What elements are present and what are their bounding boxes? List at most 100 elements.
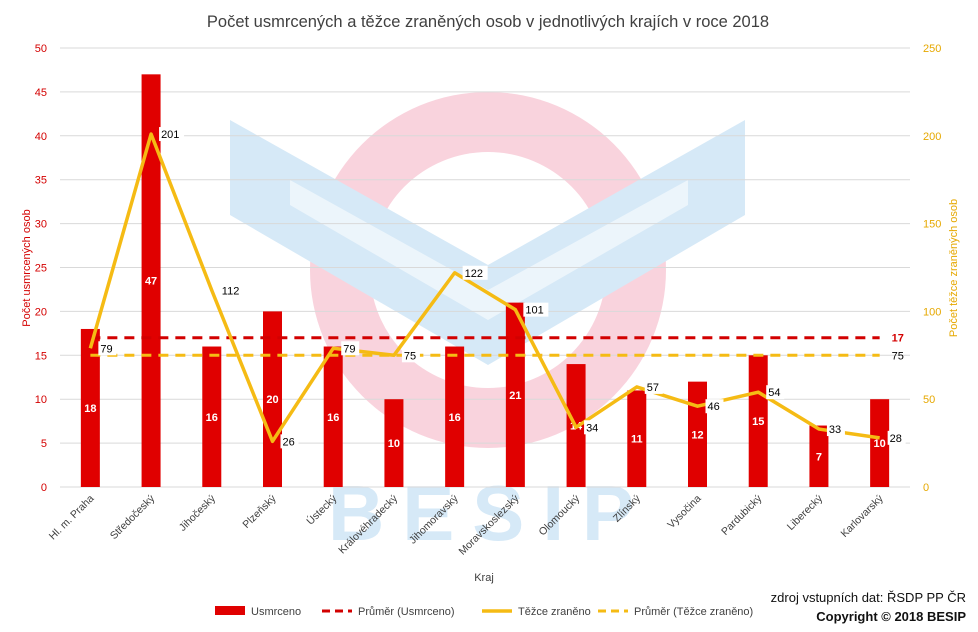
right-tick-label: 200 — [923, 131, 941, 143]
x-tick-label: Plzeňský — [240, 492, 279, 531]
copyright-note: Copyright © 2018 BESIP — [816, 609, 966, 624]
line-value-label: 34 — [586, 422, 598, 434]
line-label-bg — [98, 341, 117, 356]
right-tick-label: 50 — [923, 394, 935, 406]
line-value-label: 26 — [283, 436, 295, 448]
injured-line — [88, 132, 880, 444]
legend-label: Usmrceno — [251, 606, 301, 618]
line-label-bg — [523, 302, 549, 317]
line-label-bg — [826, 422, 845, 437]
right-tick-label: 150 — [923, 219, 941, 231]
right-tick-label: 0 — [923, 482, 929, 494]
left-tick-label: 10 — [35, 394, 47, 406]
bar-value-label: 16 — [449, 412, 461, 424]
line-label-bg — [766, 385, 785, 400]
line-label-bg — [159, 127, 185, 142]
left-tick-label: 25 — [35, 263, 47, 275]
line-label-bg — [705, 399, 724, 414]
bar — [202, 346, 222, 487]
line-label-bg — [401, 348, 420, 363]
line-value-label: 46 — [708, 401, 720, 413]
bar-value-label: 21 — [509, 390, 521, 402]
x-tick-label: Liberecký — [785, 492, 826, 533]
line-value-label: 28 — [890, 433, 902, 445]
legend-label: Průměr (Usmrceno) — [358, 606, 455, 618]
bar-value-label: 16 — [327, 412, 339, 424]
bar-value-label: 16 — [206, 412, 218, 424]
bar — [323, 346, 343, 487]
right-axis-label: Počet těžce zraněných osob — [948, 199, 960, 337]
legend-swatch — [215, 606, 245, 615]
left-tick-label: 50 — [35, 43, 47, 55]
bar-value-label: 7 — [816, 451, 822, 463]
bar — [688, 381, 707, 487]
average-deaths-label: 17 — [892, 333, 904, 345]
line-series — [88, 132, 880, 444]
bar-value-label: 18 — [84, 403, 96, 415]
left-tick-label: 0 — [41, 482, 47, 494]
bar-value-label: 47 — [145, 276, 157, 288]
bar — [384, 399, 404, 487]
left-axis-label: Počet usmrcených osob — [21, 209, 33, 326]
x-tick-label: Jihočeský — [177, 492, 219, 534]
bar-value-label: 10 — [874, 438, 886, 450]
legend-label: Průměr (Těžce zraněno) — [634, 606, 753, 618]
source-note: zdroj vstupních dat: ŘSDP PP ČR — [770, 590, 966, 605]
left-tick-label: 30 — [35, 219, 47, 231]
bar — [80, 328, 100, 487]
x-tick-label: Hl. m. Praha — [47, 493, 97, 543]
bar — [627, 390, 647, 487]
bar-value-label: 12 — [691, 429, 703, 441]
x-tick-label: Středočeský — [108, 492, 158, 542]
legend: Usmrceno Průměr (Usmrceno) Těžce zraněno Pr… — [215, 606, 753, 618]
bar-value-label: 10 — [388, 438, 400, 450]
bar — [748, 355, 768, 487]
bar — [870, 399, 890, 487]
average-injured-label: 75 — [892, 350, 904, 362]
bar — [505, 302, 525, 487]
line-label-bg — [584, 420, 603, 435]
line-value-label: 79 — [100, 343, 112, 355]
bar-value-label: 11 — [631, 434, 643, 446]
x-tick-label: Pardubický — [719, 492, 765, 538]
bar — [809, 425, 829, 487]
bar — [445, 346, 465, 487]
left-tick-label: 40 — [35, 131, 47, 143]
line-label-bg — [462, 265, 488, 280]
line-value-label: 33 — [829, 424, 841, 436]
line-label-bg — [887, 430, 906, 445]
bar — [141, 74, 161, 487]
x-tick-label: Vysočina — [665, 493, 703, 531]
bar-value-label: 20 — [266, 394, 278, 406]
left-axis-ticks: 0 5 10 15 20 25 30 35 40 45 50 — [35, 43, 47, 494]
left-tick-label: 5 — [41, 438, 47, 450]
left-tick-label: 45 — [35, 87, 47, 99]
line-value-label: 201 — [161, 129, 179, 141]
legend-label: Těžce zraněno — [518, 606, 591, 618]
line-label-bg — [644, 379, 663, 394]
line-value-label: 79 — [343, 343, 355, 355]
left-tick-label: 15 — [35, 350, 47, 362]
line-value-label: 75 — [404, 350, 416, 362]
bar-value-label: 15 — [752, 416, 764, 428]
right-axis-ticks: 0 50 100 150 200 250 — [923, 43, 941, 494]
line-label-bg — [280, 434, 299, 449]
line-value-label: 112 — [222, 285, 240, 297]
right-tick-label: 100 — [923, 306, 941, 318]
chart-title: Počet usmrcených a těžce zraněných osob … — [207, 13, 769, 31]
line-value-label: 101 — [525, 305, 543, 317]
left-tick-label: 35 — [35, 175, 47, 187]
line-value-label: 122 — [465, 268, 483, 280]
line-value-label: 57 — [647, 382, 659, 394]
line-label-bg — [219, 283, 245, 298]
left-tick-label: 20 — [35, 306, 47, 318]
right-tick-label: 250 — [923, 43, 941, 55]
bars — [80, 74, 890, 487]
x-axis-label: Kraj — [474, 572, 494, 584]
line-label-bg — [341, 341, 360, 356]
line-value-label: 54 — [768, 387, 780, 399]
x-tick-label: Karlovarský — [838, 492, 886, 540]
